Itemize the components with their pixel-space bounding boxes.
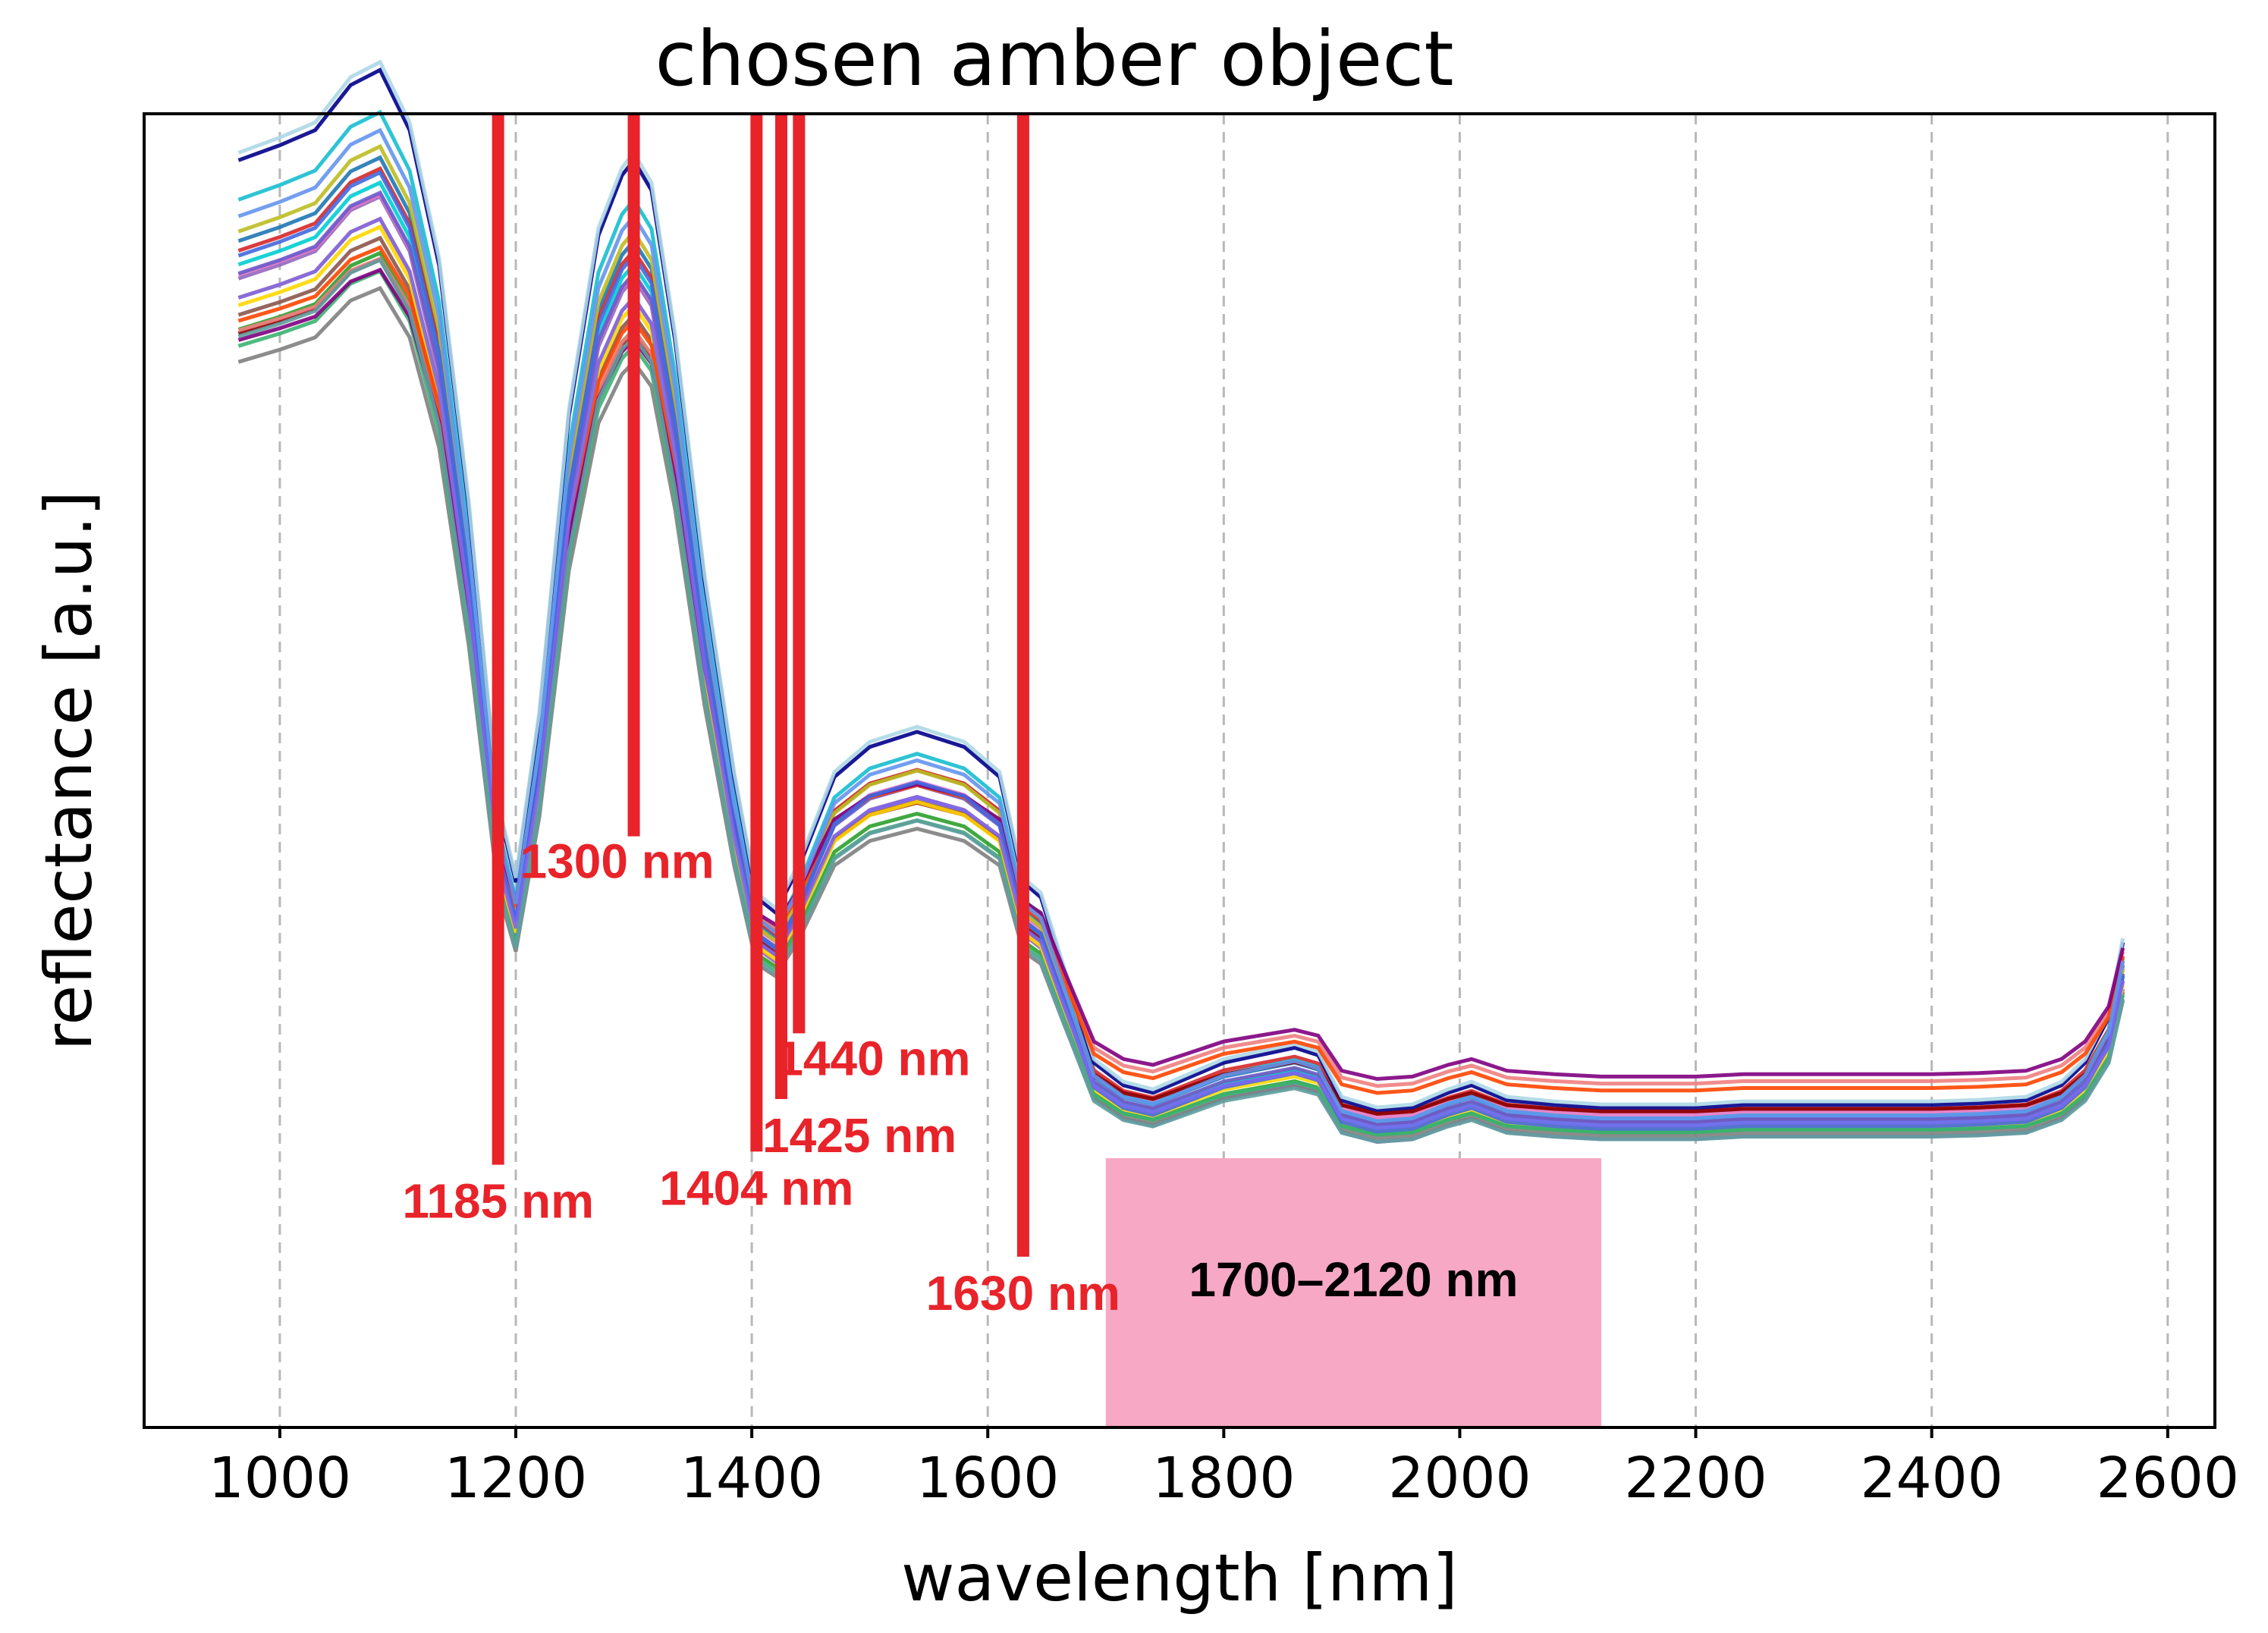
x-axis-ticks: 1000 1200 1400 1600 1800 2000 2200 2400 2600: [209, 1427, 2239, 1511]
x-tick-label-2600: 2600: [2097, 1446, 2239, 1511]
series-line-2: [237, 155, 2125, 1123]
series-line-16: [237, 269, 2125, 1137]
series-line-19: [237, 245, 2125, 1095]
series-line-12: [237, 256, 2125, 1116]
series-line-18: [237, 256, 2125, 1088]
band-label: 1700–2120 nm: [1189, 1252, 1518, 1307]
x-tick-label-1800: 1800: [1152, 1446, 1295, 1511]
annotation-label-1185: 1185 nm: [402, 1174, 594, 1229]
x-tick-label-2400: 2400: [1861, 1446, 2003, 1511]
series-line-7: [237, 192, 2125, 1120]
series-line-3: [237, 250, 2125, 1137]
annotation-label-1404: 1404 nm: [659, 1160, 853, 1215]
x-tick-label-2200: 2200: [1624, 1446, 1767, 1511]
series-line-6: [237, 235, 2125, 1126]
chart-title: chosen amber object: [655, 14, 1453, 103]
series-line-1: [237, 216, 2125, 1130]
series-line-15: [237, 190, 2125, 1127]
series-line-8: [237, 285, 2125, 1141]
plot-frame: [143, 112, 2216, 1429]
series-line-14: [237, 180, 2125, 1130]
x-tick-label-1000: 1000: [209, 1446, 351, 1511]
series-line-9: [237, 143, 2125, 1130]
annotation-label-1630: 1630 nm: [926, 1266, 1120, 1321]
x-axis-label: wavelength [nm]: [901, 1540, 1458, 1616]
y-axis-label: reflectance [a.u.]: [31, 491, 107, 1050]
series-line-22: [237, 216, 2125, 1130]
series-line-24: [237, 257, 2125, 1144]
series-line-21: [237, 170, 2125, 1134]
x-tick-label-1400: 1400: [680, 1446, 823, 1511]
series-line-17: [237, 59, 2125, 1110]
series-line-23: [237, 127, 2125, 1123]
x-tick-label-1200: 1200: [444, 1446, 587, 1511]
spectra-series: [237, 59, 2125, 1145]
x-tick-label-2000: 2000: [1388, 1446, 1531, 1511]
x-tick-label-1600: 1600: [916, 1446, 1059, 1511]
band-highlight: [1105, 1157, 1602, 1427]
series-line-10: [237, 109, 2125, 1123]
series-line-20: [237, 267, 2125, 1082]
annotation-label-1300: 1300 nm: [520, 834, 715, 889]
annotation-label-1425: 1425 nm: [762, 1108, 957, 1163]
series-line-13: [237, 224, 2125, 1134]
series-line-11: [237, 67, 2125, 1113]
annotation-label-1440: 1440 nm: [776, 1031, 970, 1085]
series-line-4: [237, 166, 2125, 1116]
series-line-5: [237, 193, 2125, 1145]
